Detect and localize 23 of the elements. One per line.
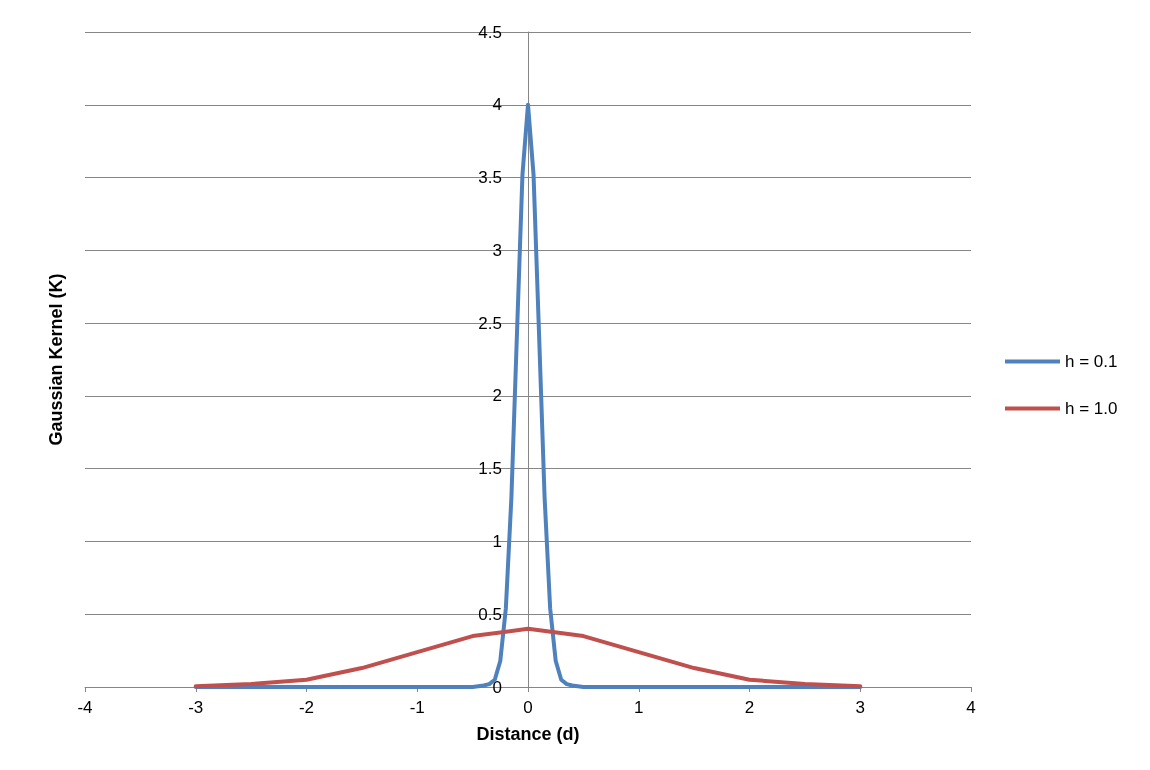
y-tick-label: 2.5 [478,313,502,333]
x-tick-label: 4 [966,698,976,717]
y-tick-label: 4 [492,95,502,115]
y-tick-label: 0 [492,677,502,697]
x-tick-label: -3 [188,698,204,717]
x-tick-label: -2 [298,698,315,717]
y-tick-label: 4.5 [478,22,502,42]
x-tick-label: 2 [744,698,755,717]
x-axis-title: Distance (d) [476,724,580,744]
x-tick-label: -1 [409,698,425,717]
y-tick-label: 3 [492,240,502,260]
x-tick-label: 0 [523,698,533,717]
y-tick-label: 2 [492,386,502,406]
x-tick-label: -4 [77,698,93,717]
x-tick-label: 3 [855,698,865,717]
legend-label: h = 1.0 [1065,399,1118,418]
y-tick-label: 3.5 [478,168,502,188]
y-tick-label: 1 [492,531,502,551]
y-tick-label: 1.5 [478,459,502,479]
legend-label: h = 0.1 [1065,352,1118,371]
y-tick-label: 0.5 [478,604,502,624]
y-axis-title: Gaussian Kernel (K) [46,273,66,446]
x-tick-label: 1 [634,698,644,717]
